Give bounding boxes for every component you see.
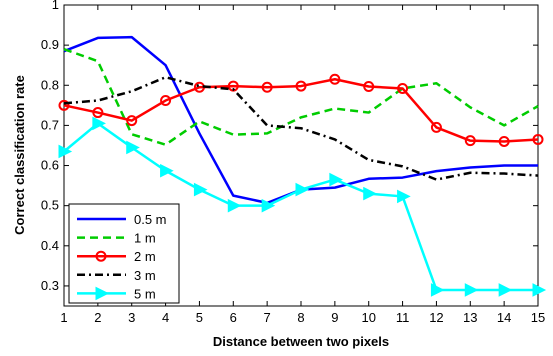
data-point [261, 198, 276, 213]
x-tick-label: 6 [230, 310, 237, 325]
series-1 [63, 47, 539, 146]
data-point [397, 189, 411, 204]
x-tick-label: 9 [331, 310, 338, 325]
data-point [397, 82, 409, 94]
data-point [126, 115, 138, 127]
data-point [92, 107, 104, 119]
legend-label: 1 m [134, 231, 156, 246]
x-tick-label: 8 [297, 310, 304, 325]
data-point [363, 186, 377, 201]
data-point [430, 283, 445, 297]
x-tick-label: 7 [264, 310, 271, 325]
x-tick-label: 11 [396, 310, 410, 325]
legend-marker [95, 250, 107, 262]
data-point [363, 80, 375, 92]
data-point [498, 283, 513, 297]
y-tick-label: 0.8 [41, 77, 59, 92]
y-tick-label: 0.4 [41, 238, 59, 253]
data-point [160, 95, 172, 107]
legend-marker [95, 286, 110, 301]
x-axis-label: Distance between two pixels [213, 334, 389, 349]
legend: 0.5 m 1 m 2 m 3 m 5 m [68, 203, 180, 304]
y-tick-label: 0.7 [41, 117, 59, 132]
y-tick-label: 0.6 [41, 158, 59, 173]
x-tick-label: 14 [497, 310, 511, 325]
legend-label: 0.5 m [134, 212, 167, 227]
data-point [295, 80, 307, 92]
data-point [58, 144, 73, 159]
data-point [532, 133, 544, 145]
legend-item: 3 m [77, 268, 156, 283]
data-point [58, 99, 70, 111]
legend-label: 5 m [134, 286, 156, 301]
data-point [160, 163, 174, 178]
legend-item: 5 m [77, 286, 156, 301]
y-tick-label: 0.3 [41, 278, 59, 293]
series-2 [58, 73, 544, 147]
y-tick-label: 0.5 [41, 198, 59, 213]
series-layer [58, 35, 547, 297]
data-point [295, 182, 310, 197]
y-axis-label: Correct classification rate [12, 75, 27, 235]
series-4 [58, 116, 547, 297]
x-tick-label: 3 [128, 310, 135, 325]
x-tick-label: 10 [361, 310, 375, 325]
series-line [63, 77, 539, 143]
data-point [193, 182, 208, 197]
data-point [227, 198, 242, 213]
legend-item: 2 m [77, 249, 156, 264]
tick-layer: 1 2 3 4 5 6 7 8 9 10 11 12 13 14 150.30.40.50.60.70.80… [41, 0, 545, 325]
x-tick-label: 15 [531, 310, 545, 325]
data-point [464, 283, 479, 297]
legend-label: 2 m [134, 249, 156, 264]
data-point [430, 121, 442, 133]
x-tick-label: 12 [429, 310, 443, 325]
legend-item: 1 m [77, 231, 156, 246]
data-point [329, 73, 341, 85]
x-tick-label: 4 [162, 310, 169, 325]
series-line [63, 75, 539, 181]
x-tick-label: 13 [463, 310, 477, 325]
data-point [261, 81, 273, 93]
data-point [498, 135, 510, 147]
y-tick-label: 1 [52, 0, 59, 12]
legend-label: 3 m [134, 268, 156, 283]
series-line [63, 47, 539, 146]
x-tick-label: 5 [196, 310, 203, 325]
series-3 [63, 75, 539, 181]
x-tick-label: 2 [94, 310, 101, 325]
data-point [464, 135, 476, 147]
data-point [126, 140, 140, 155]
legend-box [68, 203, 180, 304]
data-point [329, 172, 343, 187]
y-tick-label: 0.9 [41, 37, 59, 52]
data-point [532, 283, 547, 297]
legend-item: 0.5 m [77, 212, 167, 227]
data-point [92, 116, 106, 131]
x-tick-label: 1 [60, 310, 67, 325]
